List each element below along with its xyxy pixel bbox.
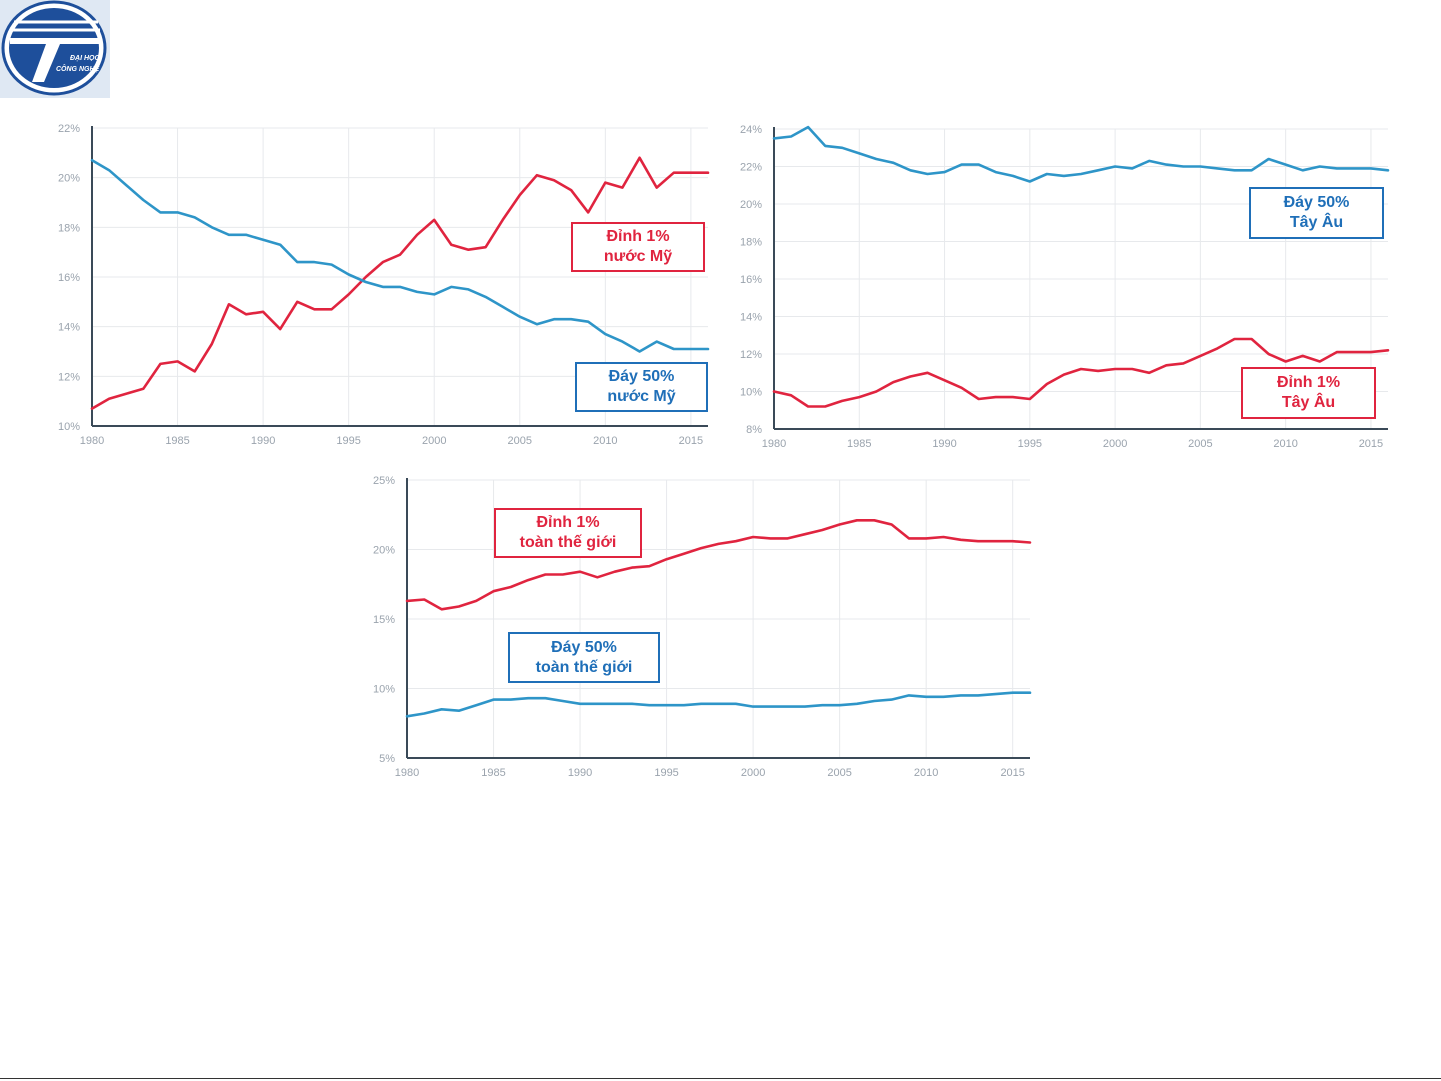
series-line-bottom bbox=[90, 159, 710, 353]
y-tick-label: 24% bbox=[740, 124, 762, 136]
label-usa-top-line2: nước Mỹ bbox=[603, 248, 673, 265]
y-tick-label: 10% bbox=[740, 387, 762, 399]
label-europe-bottom-line1: Đáy 50% bbox=[1283, 194, 1350, 211]
logo-text-line2: CÔNG NGHỆ bbox=[56, 64, 100, 73]
label-world-bottom-line2: toàn thế giới bbox=[535, 658, 633, 676]
x-tick-label: 1980 bbox=[395, 767, 419, 779]
x-tick-label: 2010 bbox=[914, 767, 938, 779]
label-usa-top: Đỉnh 1% nước Mỹ bbox=[571, 222, 705, 272]
series-line-top bbox=[90, 156, 710, 410]
series-line-top bbox=[772, 337, 1390, 408]
x-tick-label: 1985 bbox=[481, 767, 505, 779]
y-tick-label: 14% bbox=[58, 322, 80, 334]
x-tick-label: 1980 bbox=[762, 438, 786, 450]
y-tick-label: 18% bbox=[740, 237, 762, 249]
y-tick-label: 5% bbox=[379, 753, 395, 765]
label-world-top-line1: Đỉnh 1% bbox=[536, 514, 600, 531]
label-europe-bottom-line2: Tây Âu bbox=[1289, 214, 1344, 231]
label-world-top: Đỉnh 1% toàn thế giới bbox=[494, 508, 642, 558]
y-tick-label: 20% bbox=[740, 199, 762, 211]
label-europe-top: Đỉnh 1% Tây Âu bbox=[1241, 367, 1376, 419]
y-tick-label: 16% bbox=[740, 274, 762, 286]
y-tick-label: 22% bbox=[740, 162, 762, 174]
chart-svg: 8% 10% 12% 14% 16% 18% 20% 22% 24% 1980 1985 1990 19… bbox=[740, 124, 1390, 450]
x-tick-label: 2000 bbox=[422, 435, 446, 447]
y-tick-label: 10% bbox=[58, 421, 80, 433]
x-tick-label: 1990 bbox=[932, 438, 956, 450]
y-tick-label: 10% bbox=[373, 684, 395, 696]
label-world-bottom-line1: Đáy 50% bbox=[551, 638, 617, 656]
x-tick-label: 2015 bbox=[679, 435, 703, 447]
label-world-bottom: Đáy 50% toàn thế giới bbox=[508, 632, 660, 683]
y-tick-label: 12% bbox=[740, 349, 762, 361]
x-tick-label: 1980 bbox=[80, 435, 104, 447]
y-tick-label: 8% bbox=[746, 424, 762, 436]
y-tick-label: 18% bbox=[58, 222, 80, 234]
label-europe-bottom: Đáy 50% Tây Âu bbox=[1249, 187, 1384, 239]
x-tick-label: 2010 bbox=[593, 435, 617, 447]
label-usa-bottom-line2: nước Mỹ bbox=[607, 388, 676, 405]
y-tick-label: 20% bbox=[373, 545, 395, 557]
y-tick-label: 12% bbox=[58, 371, 80, 383]
label-world-top-line2: toàn thế giới bbox=[519, 534, 617, 551]
chart-svg: 5% 10% 15% 20% 25% 1980 1985 1990 1995 2000 2005 20… bbox=[373, 475, 1032, 779]
x-tick-label: 1985 bbox=[847, 438, 871, 450]
y-tick-label: 14% bbox=[740, 312, 762, 324]
y-tick-label: 16% bbox=[58, 272, 80, 284]
series-line-bottom bbox=[405, 691, 1032, 718]
y-tick-label: 15% bbox=[373, 614, 395, 626]
x-tick-label: 1990 bbox=[568, 767, 592, 779]
x-tick-label: 2010 bbox=[1273, 438, 1297, 450]
label-usa-top-line1: Đỉnh 1% bbox=[606, 228, 670, 245]
x-tick-label: 1995 bbox=[654, 767, 678, 779]
x-tick-label: 1995 bbox=[336, 435, 360, 447]
x-tick-label: 1990 bbox=[251, 435, 275, 447]
logo-text-line1: ĐẠI HỌC bbox=[70, 55, 101, 62]
x-tick-label: 2015 bbox=[1359, 438, 1383, 450]
x-tick-label: 2005 bbox=[508, 435, 532, 447]
label-europe-top-line1: Đỉnh 1% bbox=[1276, 374, 1341, 391]
bottom-rule bbox=[0, 1078, 1441, 1079]
y-tick-label: 25% bbox=[373, 475, 395, 487]
label-europe-top-line2: Tây Âu bbox=[1281, 394, 1336, 411]
x-tick-label: 2005 bbox=[827, 767, 851, 779]
series-line-bottom bbox=[772, 125, 1390, 183]
y-tick-label: 22% bbox=[58, 123, 80, 135]
x-tick-label: 1985 bbox=[165, 435, 189, 447]
label-usa-bottom: Đáy 50% nước Mỹ bbox=[575, 362, 708, 412]
x-tick-label: 2005 bbox=[1188, 438, 1212, 450]
y-tick-label: 20% bbox=[58, 173, 80, 185]
logo-emblem-icon: ĐẠI HỌC CÔNG NGHỆ bbox=[1, 0, 107, 96]
x-tick-label: 2000 bbox=[741, 767, 765, 779]
chart-world: 5% 10% 15% 20% 25% 1980 1985 1990 1995 2000 2005 20… bbox=[360, 470, 1050, 795]
x-tick-label: 1995 bbox=[1018, 438, 1042, 450]
chart-western-europe: 8% 10% 12% 14% 16% 18% 20% 22% 24% 1980 1985 1990 19… bbox=[730, 118, 1400, 463]
x-tick-label: 2000 bbox=[1103, 438, 1127, 450]
x-tick-label: 2015 bbox=[1000, 767, 1024, 779]
label-usa-bottom-line1: Đáy 50% bbox=[608, 368, 675, 385]
series-line-top bbox=[405, 519, 1032, 611]
university-logo: ĐẠI HỌC CÔNG NGHỆ bbox=[0, 0, 110, 98]
